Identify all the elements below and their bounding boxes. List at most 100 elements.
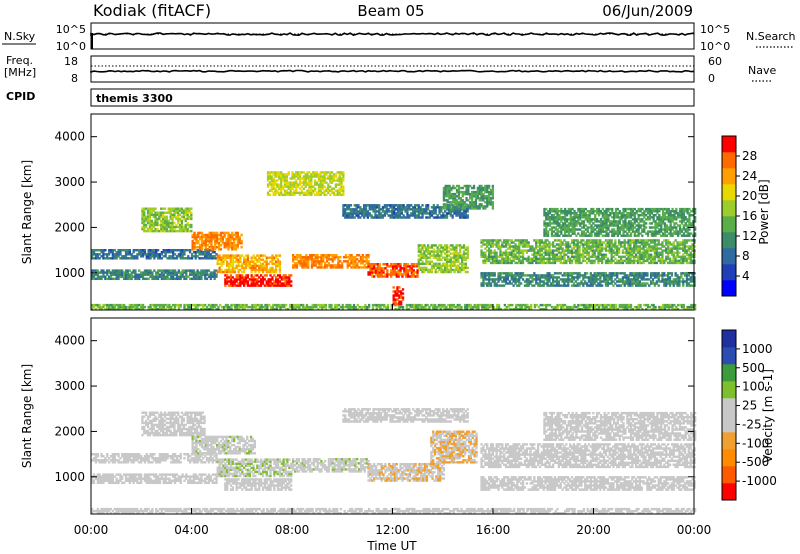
- heatmap-cell: [608, 251, 611, 254]
- heatmap-cell: [158, 223, 161, 227]
- heatmap-cell: [527, 249, 530, 252]
- heatmap-cell: [489, 243, 493, 246]
- heatmap-cell: [464, 256, 467, 259]
- heatmap-cell: [614, 261, 617, 265]
- heatmap-cell: [469, 184, 472, 188]
- heatmap-cell: [291, 175, 294, 178]
- heatmap-cell: [449, 244, 452, 247]
- heatmap-cell: [210, 244, 213, 247]
- heatmap-cell: [597, 257, 600, 261]
- heatmap-cell: [152, 225, 155, 229]
- heatmap-cell: [231, 248, 234, 251]
- heatmap-cell: [421, 214, 424, 217]
- heatmap-cell: [631, 259, 634, 263]
- heatmap-cell: [553, 249, 557, 252]
- heatmap-cell: [254, 282, 257, 285]
- heatmap-cell: [415, 208, 418, 211]
- heatmap-cell: [436, 252, 439, 255]
- heatmap-cell: [283, 177, 287, 180]
- heatmap-cell: [227, 233, 230, 237]
- heatmap-cell: [108, 277, 111, 281]
- heatmap-cell: [145, 269, 148, 272]
- heatmap-cell: [449, 252, 452, 255]
- heatmap-cell: [576, 249, 579, 252]
- heatmap-cell: [288, 276, 291, 279]
- heatmap-cell: [265, 270, 268, 274]
- heatmap-cell: [153, 303, 156, 307]
- heatmap-cell: [576, 241, 579, 244]
- heatmap-cell: [378, 204, 381, 207]
- heatmap-cell: [682, 245, 685, 248]
- heatmap-cell: [188, 215, 191, 219]
- heatmap-cell: [171, 213, 174, 217]
- heatmap-cell: [389, 216, 392, 219]
- heatmap-cell: [347, 216, 351, 219]
- heatmap-cell: [692, 303, 695, 307]
- heatmap-cell: [683, 257, 687, 261]
- heatmap-cell: [285, 173, 288, 176]
- heatmap-cell: [512, 280, 515, 283]
- heatmap-cell: [320, 254, 323, 257]
- heatmap-cell: [151, 277, 154, 281]
- heatmap-cell: [215, 275, 218, 278]
- heatmap-cell: [151, 275, 154, 278]
- heatmap-cell: [449, 214, 452, 217]
- heatmap-cell: [467, 188, 470, 192]
- heatmap-cell: [525, 241, 528, 244]
- heatmap-cell: [488, 192, 491, 196]
- heatmap-cell: [455, 244, 458, 247]
- heatmap-cell: [275, 280, 278, 283]
- heatmap-cell: [405, 265, 408, 268]
- heatmap-cell: [450, 305, 454, 309]
- heatmap-cell: [425, 262, 428, 266]
- heatmap-cell: [376, 269, 380, 272]
- heatmap-cell: [132, 257, 135, 260]
- heatmap-cell: [569, 280, 572, 283]
- heatmap-cell: [209, 255, 212, 258]
- heatmap-cell: [338, 179, 341, 182]
- heatmap-cell: [109, 275, 113, 278]
- heatmap-cell: [299, 258, 302, 261]
- heatmap-cell: [357, 206, 360, 209]
- heatmap-cell: [444, 188, 447, 192]
- heatmap-cell: [459, 246, 462, 249]
- heatmap-cell: [304, 183, 307, 186]
- heatmap-cell: [480, 205, 483, 208]
- heatmap-cell: [198, 273, 201, 276]
- heatmap-cell: [660, 308, 663, 311]
- heatmap-cell: [202, 233, 206, 237]
- heatmap-cell: [646, 239, 649, 242]
- heatmap-cell: [642, 255, 645, 259]
- heatmap-cell: [405, 267, 408, 270]
- heatmap-cell: [442, 264, 445, 268]
- heatmap-cell: [420, 303, 424, 307]
- heatmap-cell: [169, 215, 172, 219]
- heatmap-cell: [451, 216, 454, 219]
- heatmap-cell: [323, 171, 326, 174]
- heatmap-cell: [459, 262, 462, 266]
- heatmap-cell: [445, 268, 449, 272]
- heatmap-cell: [659, 251, 662, 254]
- heatmap-cell: [379, 216, 383, 219]
- heatmap-cell: [354, 256, 357, 259]
- heatmap-cell: [246, 262, 250, 266]
- heatmap-cell: [586, 261, 589, 265]
- heatmap-cell: [197, 235, 200, 239]
- heatmap-cell: [455, 207, 459, 210]
- heatmap-cell: [412, 271, 415, 274]
- heatmap-cell: [141, 308, 145, 311]
- heatmap-cell: [406, 216, 409, 219]
- heatmap-cell: [330, 175, 334, 178]
- heatmap-cell: [160, 257, 163, 260]
- heatmap-cell: [177, 221, 180, 225]
- heatmap-cell: [459, 252, 462, 255]
- heatmap-cell: [284, 278, 287, 281]
- heatmap-cell: [504, 249, 508, 252]
- heatmap-cell: [544, 276, 547, 279]
- heatmap-cell: [141, 215, 144, 219]
- heatmap-cell: [184, 209, 187, 212]
- heatmap-cell: [480, 184, 483, 188]
- heatmap-cell: [618, 241, 621, 244]
- heatmap-cell: [162, 207, 165, 210]
- heatmap-cell: [173, 303, 177, 307]
